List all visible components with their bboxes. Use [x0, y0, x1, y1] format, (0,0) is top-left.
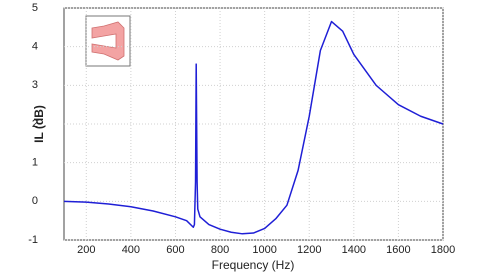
y-tick-label: 1	[32, 157, 38, 169]
x-tick-label: 200	[77, 244, 95, 256]
y-tick-label: -1	[28, 234, 38, 246]
x-tick-label: 1200	[297, 244, 321, 256]
x-tick-label: 1600	[386, 244, 410, 256]
y-tick-label: 3	[32, 79, 38, 91]
x-tick-label: 1400	[342, 244, 366, 256]
x-tick-label: 1000	[252, 244, 276, 256]
inset-icon	[85, 15, 131, 67]
y-tick-label: 4	[32, 41, 38, 53]
x-tick-label: 800	[211, 244, 229, 256]
x-tick-label: 1800	[431, 244, 455, 256]
y-axis-label: IL (dB)	[32, 105, 46, 143]
x-tick-label: 600	[166, 244, 184, 256]
y-tick-label: 2	[32, 118, 38, 130]
x-axis-label: Frequency (Hz)	[212, 258, 295, 272]
data-line	[63, 20, 444, 235]
y-tick-label: 0	[32, 195, 38, 207]
x-tick-label: 400	[122, 244, 140, 256]
y-tick-label: 5	[32, 2, 38, 14]
